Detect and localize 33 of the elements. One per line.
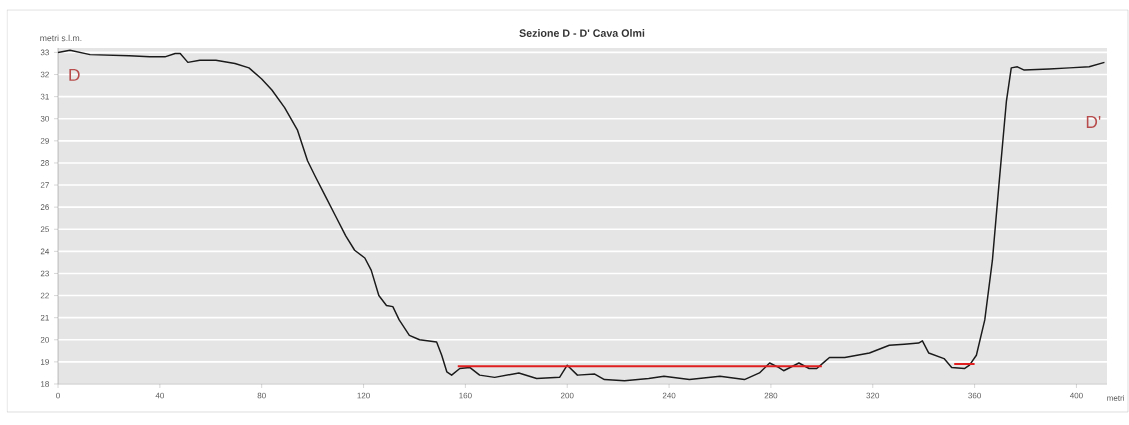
y-tick-label: 27	[40, 182, 49, 188]
y-tick-label: 33	[40, 49, 49, 56]
x-axis-title: metri	[1107, 395, 1124, 401]
y-tick-label: 19	[41, 359, 49, 365]
x-tick-label: 400	[1069, 392, 1083, 399]
y-tick-label: 24	[40, 248, 50, 255]
y-tick-label: 31	[40, 93, 49, 100]
x-tick-label: 200	[560, 392, 574, 399]
y-tick-label: 30	[40, 115, 49, 122]
y-tick-label: 22	[40, 292, 49, 299]
annotation: D	[69, 68, 80, 81]
y-tick-label: 20	[40, 336, 49, 343]
line-series	[57, 49, 1106, 382]
y-tick-label: 32	[40, 71, 49, 78]
x-tick-label: 360	[968, 392, 981, 399]
chart-title: Sezione D - D' Cava Olmi	[519, 29, 645, 37]
x-tick-label: 280	[764, 392, 778, 399]
annotation: D'	[1086, 115, 1101, 128]
x-tick-label: 160	[459, 392, 472, 399]
x-tick-label: 240	[662, 392, 676, 399]
x-tick-label: 80	[257, 392, 266, 399]
x-tick-label: 0	[56, 392, 60, 399]
y-tick-label: 21	[40, 314, 49, 321]
x-tick-label: 40	[155, 392, 164, 399]
y-tick-label: 28	[40, 160, 49, 166]
y-tick-label: 29	[40, 138, 49, 144]
y-tick-label: 26	[40, 204, 49, 210]
x-tick-label: 320	[866, 392, 880, 399]
y-axis-title: metri s.l.m.	[40, 34, 82, 42]
x-tick-label: 120	[357, 392, 370, 399]
y-tick-label: 18	[41, 381, 49, 387]
y-tick-label: 25	[40, 226, 49, 233]
y-tick-label: 23	[40, 270, 49, 277]
